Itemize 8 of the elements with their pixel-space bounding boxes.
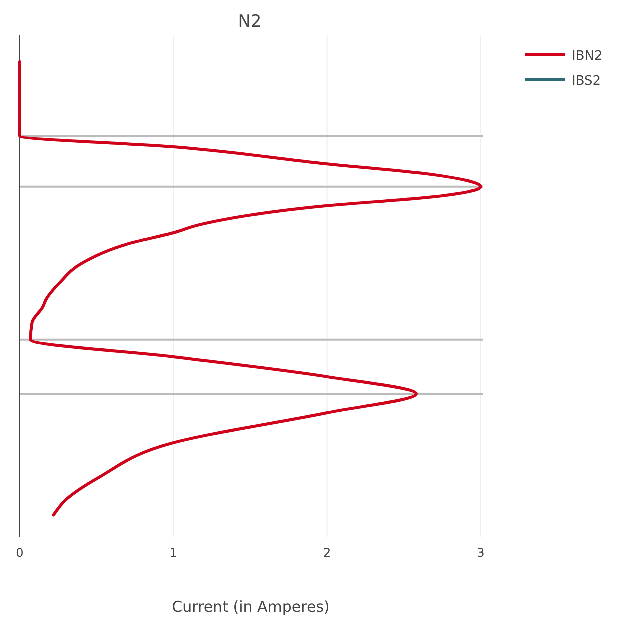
x-tick-label: 3 [477, 546, 485, 560]
legend-label: IBS2 [572, 74, 602, 89]
x-axis-title: Current (in Amperes) [172, 598, 330, 616]
legend-label: IBN2 [572, 49, 603, 64]
x-tick-label: 2 [324, 546, 332, 560]
x-tick-label: 0 [16, 546, 24, 560]
chart-title: N2 [238, 12, 262, 32]
x-tick-label: 1 [170, 546, 178, 560]
